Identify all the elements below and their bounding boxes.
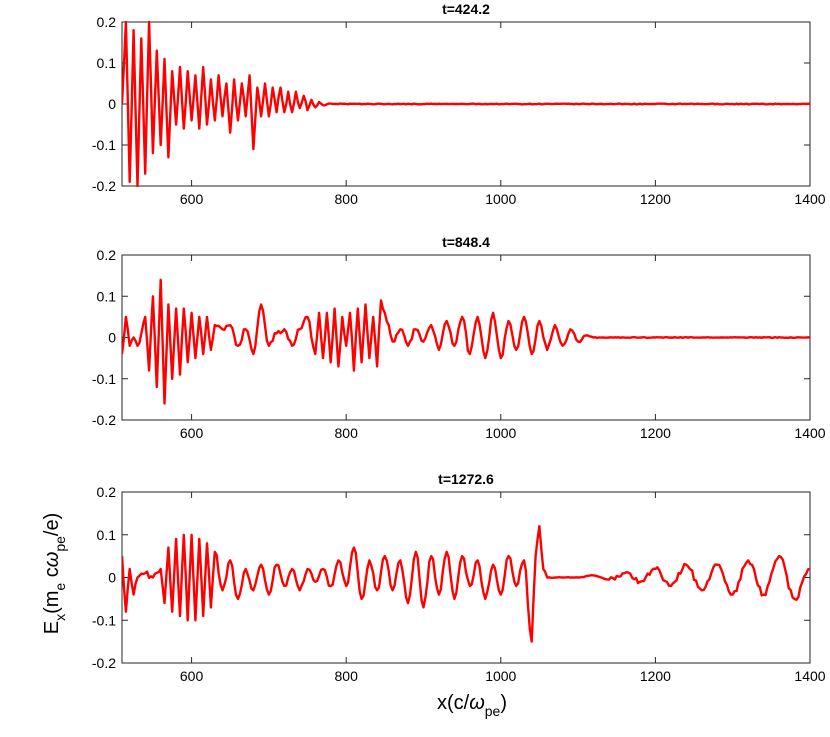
y-tick-label: -0.2 [92,412,116,428]
x-tick-label: 1400 [794,668,825,684]
x-tick-label: 1000 [485,668,516,684]
panel-2: 600 800 1000 1200 1400 0.2 0.1 0 -0.1 -0.2 t=848.4 [92,234,826,441]
x-tick-label: 1000 [485,191,516,207]
panel-title: t=1272.6 [438,471,494,487]
y-tick-label: 0 [108,330,116,346]
y-tick-label: 0.2 [97,14,117,30]
series-line [122,278,810,405]
x-tick-label: 800 [335,425,359,441]
y-tick-label: -0.1 [92,137,116,153]
panel-title: t=848.4 [442,234,490,250]
y-tick-label: 0.2 [97,484,117,500]
x-tick-label: 1200 [640,191,671,207]
y-axis-label: Ex(me cωpe/e) [41,513,68,635]
series-line [122,525,810,643]
x-tick-label: 1200 [640,425,671,441]
x-axis-label: x(c/ωpe) [437,692,507,719]
y-tick-label: 0 [108,570,116,586]
y-tick-label: -0.2 [92,178,116,194]
y-tick-label: -0.2 [92,655,116,671]
y-tick-label: 0.2 [97,247,117,263]
x-tick-label: 800 [335,191,359,207]
x-tick-label: 600 [180,191,204,207]
y-tick-label: 0.1 [97,288,117,304]
y-tick-label: -0.1 [92,612,116,628]
x-tick-label: 600 [180,425,204,441]
x-tick-label: 1200 [640,668,671,684]
panel-3: 600 800 1000 1200 1400 0.2 0.1 0 -0.1 -0.2 t=1272.… [41,471,826,719]
panel-1: 600 800 1000 1200 1400 0.2 0.1 0 -0.1 -0.2 t=424.2 [92,1,826,207]
y-tick-label: 0.1 [97,55,117,71]
x-tick-label: 1000 [485,425,516,441]
y-tick-label: -0.1 [92,371,116,387]
panel-title: t=424.2 [442,1,490,17]
y-tick-label: 0.1 [97,527,117,543]
x-tick-label: 1400 [794,425,825,441]
x-tick-label: 1400 [794,191,825,207]
x-tick-label: 600 [180,668,204,684]
y-tick-label: 0 [108,96,116,112]
series-line [122,21,810,187]
x-tick-label: 800 [335,668,359,684]
